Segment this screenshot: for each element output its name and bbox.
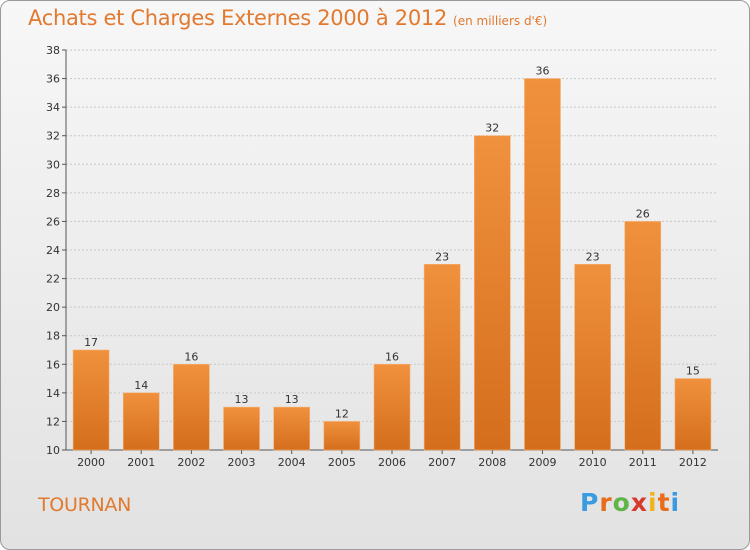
logo-letter: t — [657, 488, 671, 517]
x-tick-label: 2001 — [127, 456, 155, 469]
data-label: 14 — [134, 379, 148, 392]
bar-2006 — [373, 363, 411, 451]
logo-letter: i — [670, 488, 681, 517]
y-tick-label: 24 — [46, 244, 60, 257]
town-name: TOURNAN — [38, 494, 131, 516]
bar-2005 — [323, 421, 361, 451]
bar-2001 — [122, 392, 160, 451]
y-tick-label: 20 — [46, 301, 60, 314]
data-label: 12 — [335, 407, 349, 420]
logo-letter: i — [648, 488, 658, 517]
x-tick-label: 2007 — [428, 456, 456, 469]
y-tick-label: 30 — [46, 158, 60, 171]
x-tick-label: 2009 — [528, 456, 556, 469]
data-label: 36 — [535, 65, 549, 78]
y-tick-label: 14 — [46, 387, 60, 400]
x-tick-label: 2012 — [679, 456, 707, 469]
bar-2000 — [72, 349, 110, 451]
y-tick-label: 16 — [46, 358, 60, 371]
bar-2011 — [624, 221, 662, 451]
chart-title-text: Achats et Charges Externes 2000 à 2012 — [28, 6, 448, 30]
bars — [72, 78, 712, 451]
logo-letter: P — [580, 488, 600, 517]
x-tick-labels: 2000 2001 2002 2003 2004 2005 2006 2007 2008 2009… — [77, 456, 707, 469]
x-tick-label: 2006 — [378, 456, 406, 469]
data-label: 26 — [636, 207, 650, 220]
data-label: 16 — [385, 350, 399, 363]
y-tick-labels: 10 12 14 16 18 20 22 24 26 28 30 32 34 36 38 — [46, 44, 60, 457]
data-label: 23 — [586, 250, 600, 263]
logo-letter: x — [630, 488, 648, 517]
y-tick-label: 28 — [46, 187, 60, 200]
x-tick-label: 2005 — [328, 456, 356, 469]
data-label: 16 — [184, 350, 198, 363]
logo-letter: r — [599, 488, 613, 517]
y-tick-label: 38 — [46, 44, 60, 57]
bar-2003 — [223, 406, 260, 451]
x-tick-label: 2002 — [177, 456, 205, 469]
bar-2009 — [524, 78, 561, 451]
y-tick-label: 18 — [46, 330, 60, 343]
data-label: 13 — [285, 393, 299, 406]
y-tick-label: 10 — [46, 444, 60, 457]
chart-subtitle: (en milliers d'€) — [453, 14, 548, 28]
y-tick-label: 34 — [46, 101, 60, 114]
data-label: 15 — [686, 365, 700, 378]
x-tick-label: 2008 — [478, 456, 506, 469]
y-tick-label: 26 — [46, 215, 60, 228]
data-labels: 17 14 16 13 13 12 16 23 32 36 23 26 15 — [84, 65, 700, 421]
x-tick-label: 2000 — [77, 456, 105, 469]
y-tick-label: 12 — [46, 415, 60, 428]
bar-2007 — [423, 263, 461, 451]
x-tick-label: 2010 — [579, 456, 607, 469]
logo-letter: o — [612, 488, 631, 517]
x-tick-label: 2004 — [278, 456, 306, 469]
data-label: 13 — [235, 393, 249, 406]
proxiti-logo: Proxiti — [580, 488, 680, 517]
data-label: 17 — [84, 336, 98, 349]
bar-2012 — [674, 378, 712, 451]
y-tick-label: 22 — [46, 273, 60, 286]
x-tick-label: 2003 — [228, 456, 256, 469]
chart-title: Achats et Charges Externes 2000 à 2012 (e… — [28, 6, 547, 30]
bar-2002 — [173, 363, 210, 451]
y-tick-label: 32 — [46, 130, 60, 143]
bar-2008 — [474, 135, 511, 451]
data-label: 32 — [485, 122, 499, 135]
x-tick-label: 2011 — [629, 456, 657, 469]
bar-2004 — [273, 406, 310, 451]
bar-2010 — [574, 263, 611, 451]
y-tick-label: 36 — [46, 73, 60, 86]
data-label: 23 — [435, 250, 449, 263]
